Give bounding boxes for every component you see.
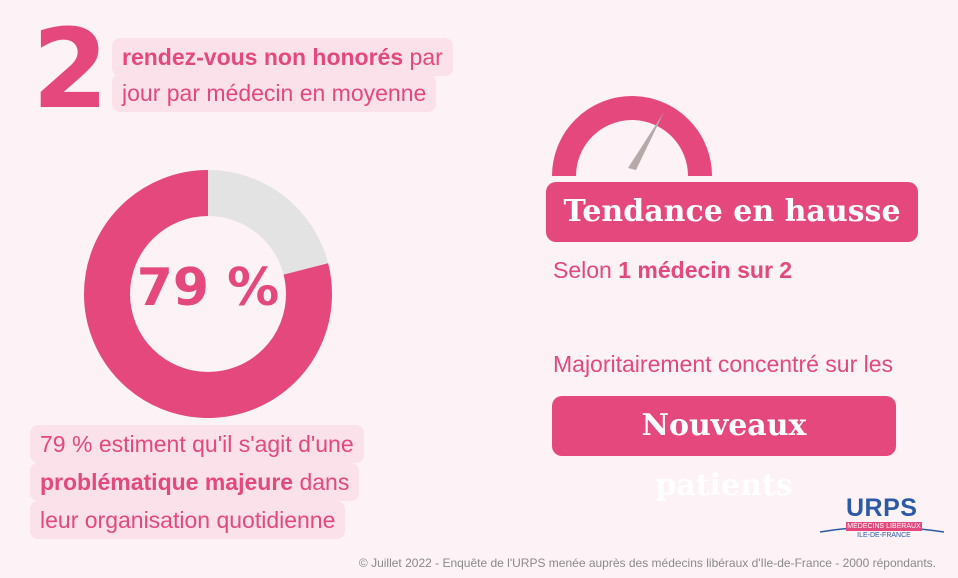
- problematique-text: 79 % estiment qu'il s'agit d'une problém…: [30, 425, 410, 539]
- prob-dans: dans: [293, 469, 350, 495]
- gauge-icon: [552, 96, 712, 176]
- rdv-line1: rendez-vous non honorés par: [112, 38, 453, 76]
- selon-text: Selon 1 médecin sur 2: [553, 257, 792, 284]
- prob-line1: 79 % estiment qu'il s'agit d'une: [30, 425, 364, 463]
- donut-chart: [84, 170, 332, 418]
- selon-prefix: Selon: [553, 257, 619, 283]
- tendance-badge: Tendance en hausse: [546, 182, 918, 242]
- prob-line3: leur organisation quotidienne: [30, 501, 346, 539]
- urps-logo-sub2: ILE-DE-FRANCE: [857, 532, 911, 539]
- footer-credit: © Juillet 2022 - Enquête de l'URPS menée…: [358, 556, 936, 570]
- prob-bold: problématique majeure: [40, 469, 294, 495]
- donut-arc: [84, 170, 332, 418]
- rdv-stat-text: rendez-vous non honorés par jour par méd…: [112, 38, 494, 112]
- rdv-line2: jour par médecin en moyenne: [112, 74, 437, 112]
- urps-logo-sub1: MÉDECINS LIBÉRAUX: [846, 522, 922, 531]
- rdv-par: par: [403, 44, 443, 70]
- nouveaux-patients-badge: Nouveaux patients: [552, 396, 896, 503]
- donut-percent-label: 79 %: [136, 258, 280, 318]
- gauge-arc: [552, 96, 712, 176]
- urps-logo-text: URPS: [846, 494, 918, 522]
- prob-line2: problématique majeure dans: [30, 463, 360, 501]
- selon-bold: 1 médecin sur 2: [618, 257, 793, 283]
- concentration-text: Majoritairement concentré sur les: [553, 351, 894, 377]
- rdv-bold: rendez-vous non honorés: [122, 44, 404, 70]
- gauge-needle: [628, 112, 664, 170]
- big-number-2: 2: [32, 5, 109, 133]
